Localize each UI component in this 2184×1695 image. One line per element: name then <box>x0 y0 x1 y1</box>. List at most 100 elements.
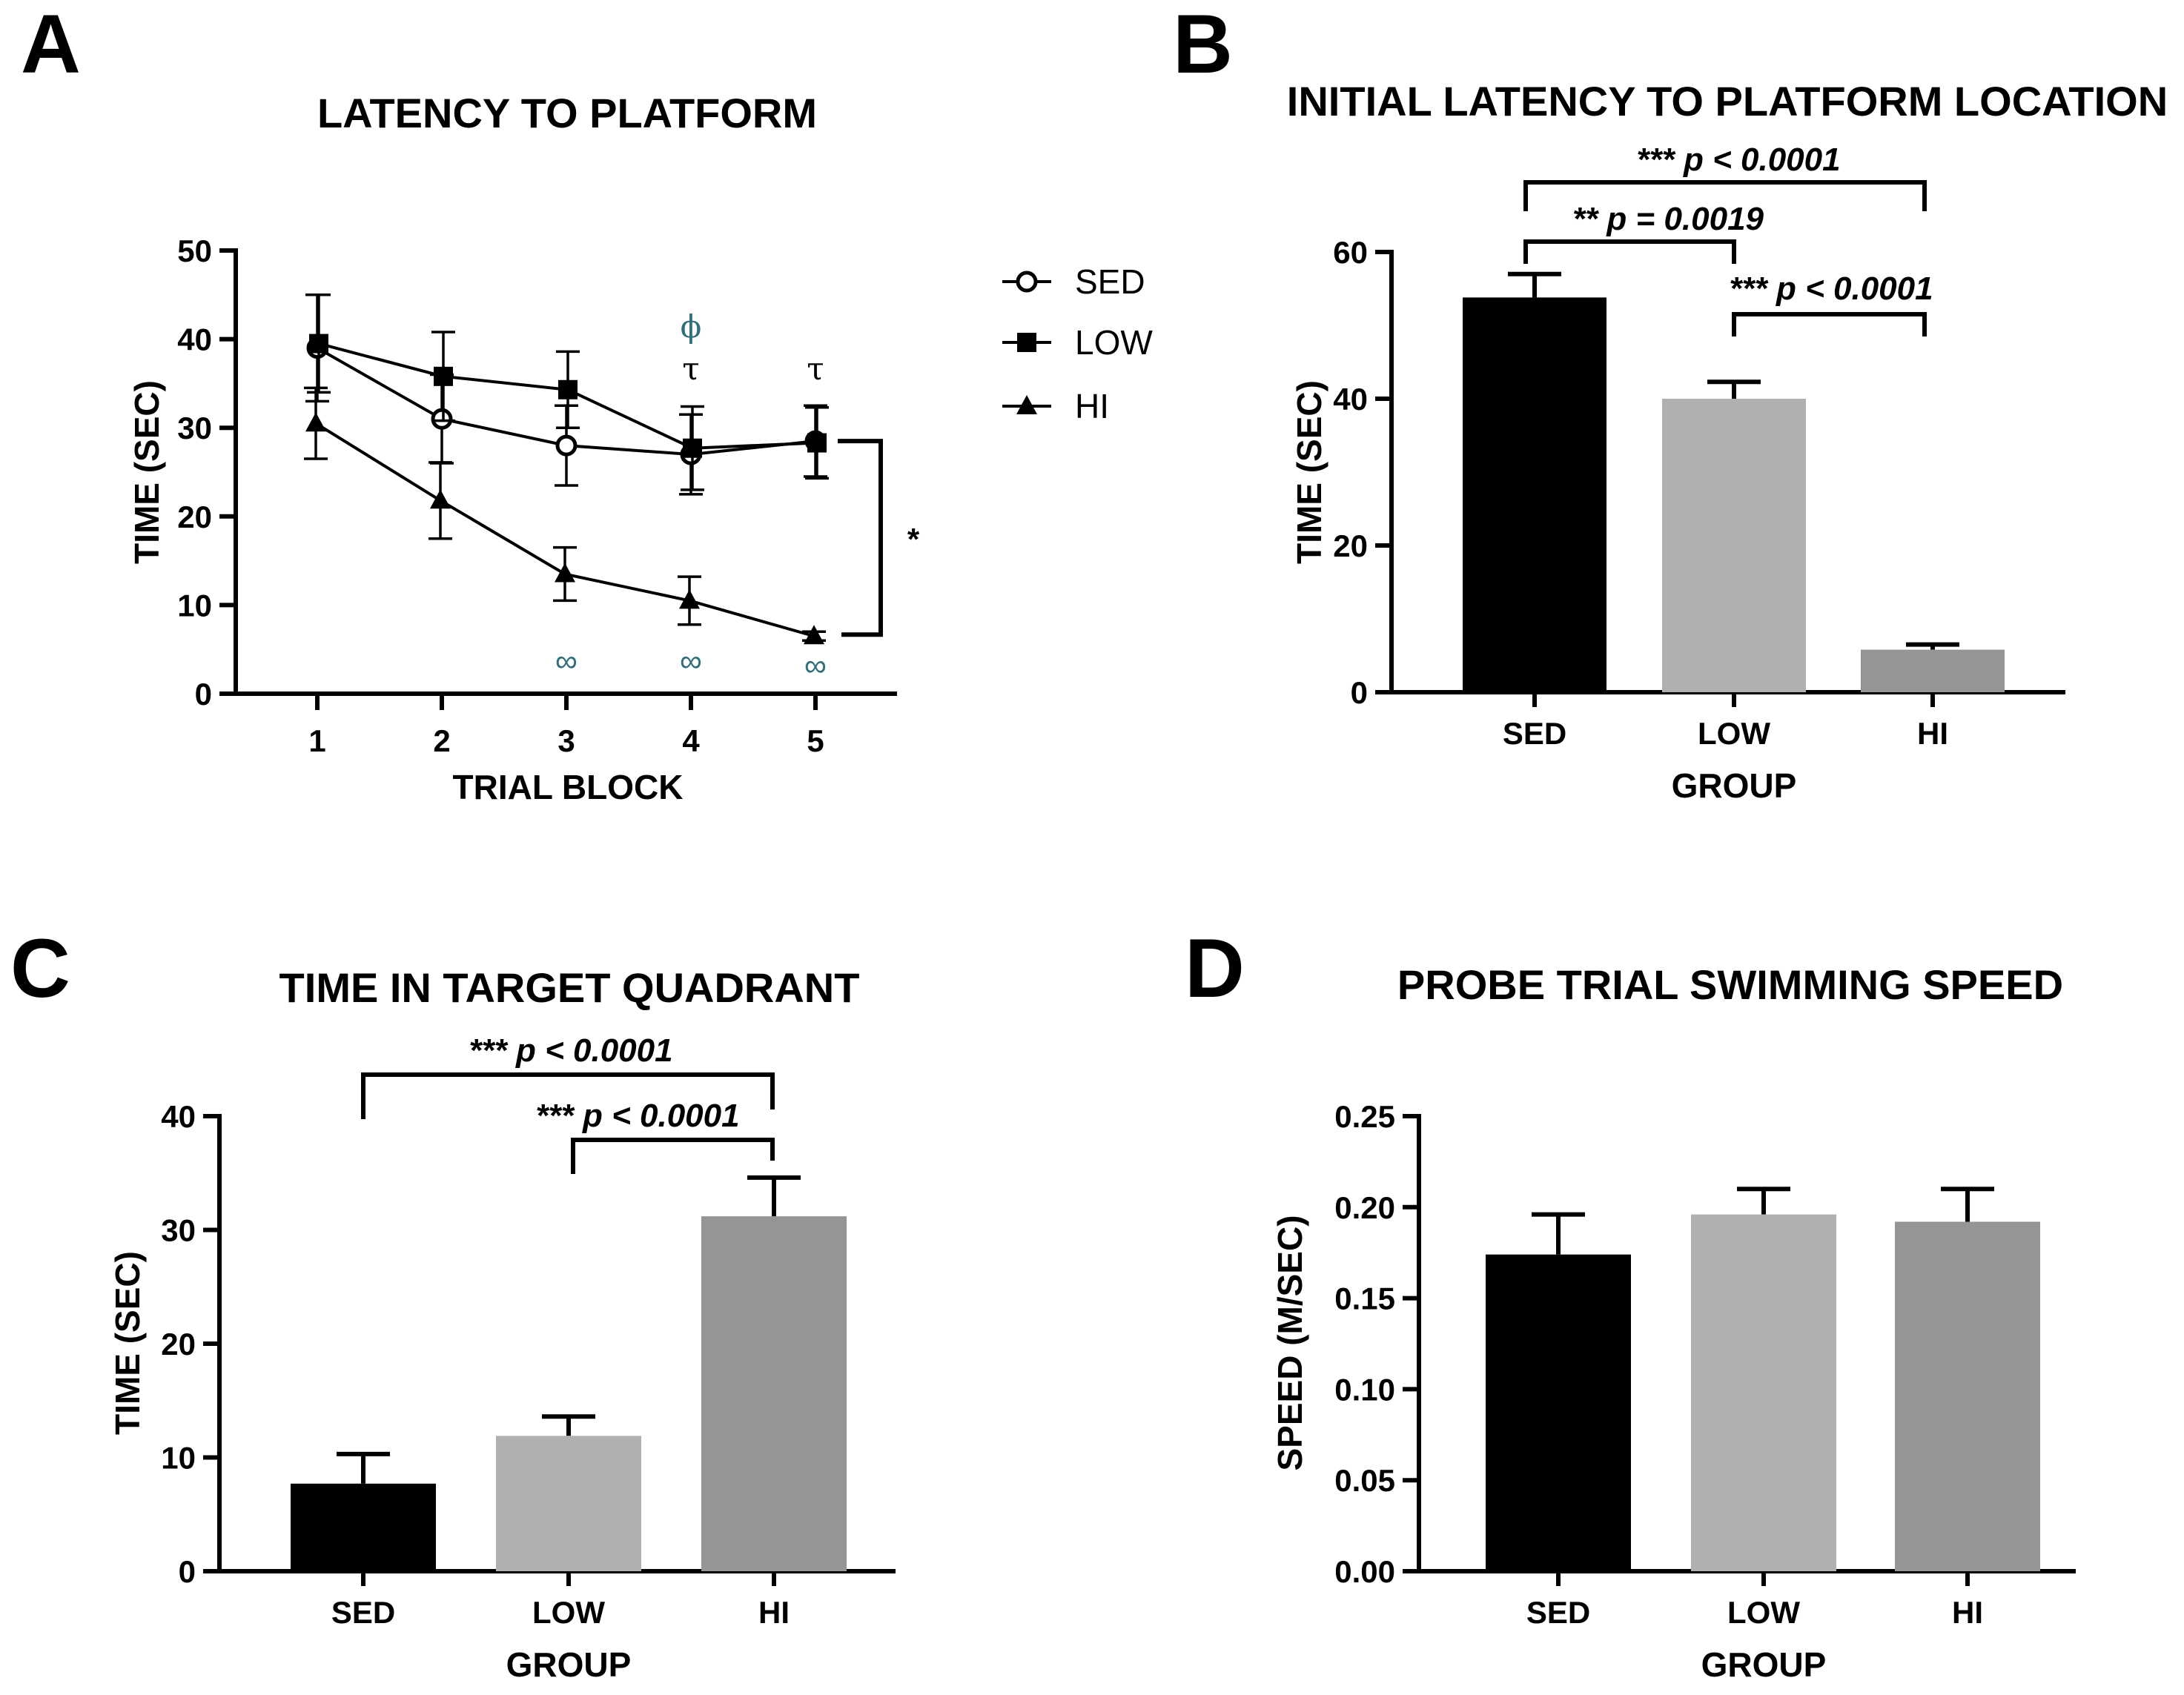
comparison-bracket <box>571 1138 775 1174</box>
y-tick-label: 50 <box>177 233 212 268</box>
significance-star: * <box>907 522 920 557</box>
legend-marker-hi <box>1016 395 1037 414</box>
bar-sed <box>1486 1254 1631 1571</box>
y-tick-label: 40 <box>177 322 212 357</box>
bar-sed <box>1463 297 1606 692</box>
comparison-bracket <box>1523 239 1736 264</box>
bar-low <box>1691 1214 1836 1571</box>
comparison-bracket <box>361 1072 775 1119</box>
data-point-hi <box>555 563 575 583</box>
data-point-hi <box>305 412 326 432</box>
comparison-label: *** p < 0.0001 <box>535 1098 739 1134</box>
x-tick-label: 1 <box>308 723 325 758</box>
comparison-label: *** p < 0.0001 <box>1636 142 1840 178</box>
legend-label: HI <box>1075 387 1109 425</box>
x-tick-label: HI <box>1917 716 1948 751</box>
bar-low <box>496 1436 641 1571</box>
comparison-label: ** p = 0.0019 <box>1572 201 1764 237</box>
data-point-hi <box>804 625 824 645</box>
x-axis-label-a: TRIAL BLOCK <box>453 768 684 806</box>
chart-title-d: PROBE TRIAL SWIMMING SPEED <box>1397 961 2063 1008</box>
data-point-low <box>434 366 453 386</box>
series-low <box>307 293 829 491</box>
infinity-annotation: ∞ <box>555 643 578 678</box>
panel-b: B INITIAL LATENCY TO PLATFORM LOCATION 0 20… <box>1173 0 2168 805</box>
y-tick-label: 40 <box>161 1099 196 1134</box>
y-tick-label: 30 <box>161 1213 196 1248</box>
y-axis-label-b: TIME (SEC) <box>1290 380 1328 564</box>
data-point-hi <box>679 589 700 609</box>
bar-sed <box>291 1483 436 1571</box>
data-point-sed <box>431 408 453 430</box>
x-tick-label: SED <box>1503 716 1566 751</box>
y-tick-label: 30 <box>177 411 212 445</box>
x-tick-label: 4 <box>682 723 700 758</box>
bar-low <box>1662 399 1806 692</box>
y-tick-label: 0.20 <box>1334 1190 1395 1225</box>
comparison-bracket <box>1523 180 1927 211</box>
data-point-hi <box>430 489 451 509</box>
panel-a: A LATENCY TO PLATFORM 0 10 20 30 40 50 1 2 3 4 5 TRIA… <box>21 0 1153 806</box>
x-tick-label: HI <box>1952 1595 1983 1630</box>
x-tick-label: 3 <box>557 723 575 758</box>
x-tick-label: HI <box>758 1595 790 1630</box>
data-point-low <box>309 334 328 354</box>
y-axis-label-a: TIME (SEC) <box>128 380 166 564</box>
data-point-low <box>558 379 578 399</box>
x-tick-label: 2 <box>433 723 450 758</box>
panel-letter-c: C <box>10 922 70 1015</box>
panel-d: D PROBE TRIAL SWIMMING SPEED 0.00 0.05 0.10 0… <box>1185 922 2076 1684</box>
x-tick-label: 5 <box>807 723 824 758</box>
infinity-annotation: ∞ <box>680 643 702 678</box>
y-tick-label: 20 <box>177 500 212 534</box>
comparison-label: *** p < 0.0001 <box>469 1032 672 1069</box>
data-point-sed <box>555 434 578 457</box>
y-tick-label: 0.25 <box>1334 1099 1395 1134</box>
panel-letter-b: B <box>1173 0 1233 90</box>
panel-c: C TIME IN TARGET QUADRANT 0 10 20 30 40 SED LOW H… <box>10 922 896 1684</box>
series-hi <box>304 386 826 645</box>
y-tick-label: 0.15 <box>1334 1281 1395 1316</box>
comparison-bracket <box>1732 312 1927 336</box>
y-tick-label: 10 <box>161 1441 196 1476</box>
legend-marker-sed <box>1016 271 1038 293</box>
chart-title-c: TIME IN TARGET QUADRANT <box>279 964 860 1011</box>
y-tick-label: 0 <box>179 1554 196 1589</box>
y-tick-label: 10 <box>177 588 212 623</box>
y-axis-label-c: TIME (SEC) <box>108 1251 147 1435</box>
x-axis-label-b: GROUP <box>1672 766 1797 805</box>
panel-letter-a: A <box>21 0 81 90</box>
legend-label: LOW <box>1075 323 1153 362</box>
chart-title-b: INITIAL LATENCY TO PLATFORM LOCATION <box>1287 78 2168 125</box>
y-tick-label: 20 <box>161 1327 196 1361</box>
legend-marker-low <box>1017 333 1036 352</box>
chart-title-a: LATENCY TO PLATFORM <box>317 90 817 136</box>
tau-annotation: τ <box>682 351 699 387</box>
x-tick-label: LOW <box>1698 716 1770 751</box>
phi-annotation: ϕ <box>681 308 702 345</box>
legend-a: SED LOW HI <box>1002 262 1153 425</box>
bar-hi <box>1861 649 2005 692</box>
x-tick-label: LOW <box>532 1595 605 1630</box>
x-tick-label: SED <box>331 1595 395 1630</box>
data-point-low <box>807 433 827 453</box>
y-tick-label: 60 <box>1333 235 1368 270</box>
bar-hi <box>701 1216 847 1571</box>
y-axis-label-d: SPEED (M/SEC) <box>1271 1215 1309 1470</box>
y-tick-label: 0.05 <box>1334 1463 1395 1498</box>
y-tick-label: 0.10 <box>1334 1372 1395 1407</box>
y-tick-label: 0 <box>195 677 212 711</box>
y-tick-label: 40 <box>1333 382 1368 417</box>
comparison-label: *** p < 0.0001 <box>1729 271 1933 307</box>
x-axis-label-d: GROUP <box>1701 1645 1827 1684</box>
infinity-annotation: ∞ <box>804 648 827 683</box>
data-point-low <box>683 438 702 458</box>
y-tick-label: 0.00 <box>1334 1554 1395 1589</box>
tau-annotation: τ <box>807 351 824 387</box>
x-tick-label: LOW <box>1727 1595 1800 1630</box>
x-axis-label-c: GROUP <box>506 1645 632 1684</box>
legend-label: SED <box>1075 262 1145 301</box>
panel-letter-d: D <box>1185 922 1245 1015</box>
x-tick-label: SED <box>1526 1595 1590 1630</box>
